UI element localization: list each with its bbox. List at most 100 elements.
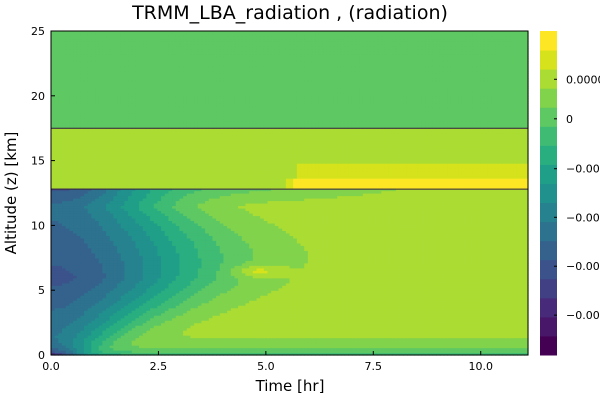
contour-cell [197, 260, 203, 264]
contour-cell [62, 332, 67, 336]
contour-cell [263, 347, 269, 351]
contour-cell [480, 297, 485, 301]
contour-cell [487, 270, 492, 274]
contour-cell [135, 335, 140, 339]
contour-cell [410, 330, 415, 334]
contour-cell [439, 327, 445, 331]
contour-cell [51, 307, 56, 311]
contour-cell [142, 340, 147, 344]
contour-cell [425, 327, 430, 331]
contour-cell [370, 340, 375, 344]
contour-cell [124, 335, 129, 339]
contour-cell [399, 317, 404, 321]
contour-cell [465, 267, 470, 271]
contour-cell [348, 282, 353, 286]
contour-cell [186, 302, 192, 306]
contour-cell [351, 315, 357, 319]
contour-cell [168, 270, 173, 274]
contour-cell [95, 340, 100, 344]
contour-cell [307, 352, 313, 356]
contour-cell [355, 297, 360, 301]
contour-cell [113, 297, 118, 301]
contour-cell [183, 302, 188, 306]
contour-cell [392, 302, 397, 306]
contour-cell [95, 307, 100, 311]
contour-cell [340, 310, 346, 314]
contour-cell [238, 275, 243, 279]
contour-cell [91, 350, 96, 354]
contour-cell [377, 332, 382, 336]
contour-cell [450, 315, 456, 319]
contour-cell [186, 315, 192, 319]
contour-cell [102, 327, 107, 331]
contour-cell [443, 302, 448, 306]
contour-cell [260, 282, 265, 286]
contour-cell [153, 257, 159, 261]
contour-cell [340, 335, 346, 339]
contour-cell [146, 347, 151, 351]
contour-cell [417, 337, 423, 341]
contour-cell [84, 282, 89, 286]
contour-cell [355, 290, 360, 294]
contour-cell [139, 285, 144, 289]
contour-cell [190, 267, 195, 271]
contour-cell [370, 342, 375, 346]
contour-cell [461, 352, 467, 356]
contour-cell [267, 317, 272, 321]
contour-cell [84, 270, 89, 274]
contour-cell [197, 327, 203, 331]
contour-cell [505, 327, 511, 331]
contour-cell [164, 335, 170, 339]
contour-cell [406, 295, 412, 299]
contour-cell [80, 332, 85, 336]
contour-cell [157, 337, 162, 341]
contour-cell [161, 300, 166, 304]
contour-cell [337, 350, 342, 354]
contour-cell [307, 272, 313, 276]
contour-cell [487, 322, 492, 326]
contour-cell [304, 330, 309, 334]
contour-cell [454, 320, 459, 324]
contour-cell [102, 292, 107, 296]
contour-cell [234, 330, 239, 334]
contour-cell [377, 282, 382, 286]
contour-cell [84, 340, 89, 344]
contour-cell [124, 317, 129, 321]
contour-cell [289, 352, 294, 356]
contour-cell [113, 275, 118, 279]
contour-cell [469, 292, 474, 296]
contour-cell [216, 307, 221, 311]
contour-cell [458, 302, 463, 306]
contour-cell [249, 300, 254, 304]
contour-cell [139, 290, 144, 294]
contour-cell [69, 280, 74, 284]
contour-cell [135, 275, 140, 279]
contour-cell [274, 270, 280, 274]
contour-cell [230, 350, 236, 354]
contour-cell [476, 312, 481, 316]
contour-cell [190, 257, 195, 261]
contour-cell [69, 315, 74, 319]
contour-cell [498, 312, 503, 316]
contour-cell [84, 295, 89, 299]
contour-cell [461, 290, 467, 294]
contour-cell [194, 305, 199, 309]
contour-cell [458, 280, 463, 284]
contour-cell [117, 312, 122, 316]
contour-cell [304, 277, 309, 281]
contour-cell [304, 347, 309, 351]
contour-cell [128, 340, 133, 344]
contour-cell [472, 262, 478, 266]
contour-cell [476, 350, 481, 354]
contour-cell [201, 337, 206, 341]
contour-cell [428, 347, 434, 351]
contour-cell [406, 330, 412, 334]
contour-cell [502, 275, 507, 279]
contour-cell [443, 317, 448, 321]
contour-cell [318, 327, 324, 331]
contour-cell [190, 350, 195, 354]
contour-cell [348, 345, 353, 349]
contour-cell [106, 337, 111, 341]
contour-cell [146, 272, 151, 276]
contour-cell [465, 320, 470, 324]
